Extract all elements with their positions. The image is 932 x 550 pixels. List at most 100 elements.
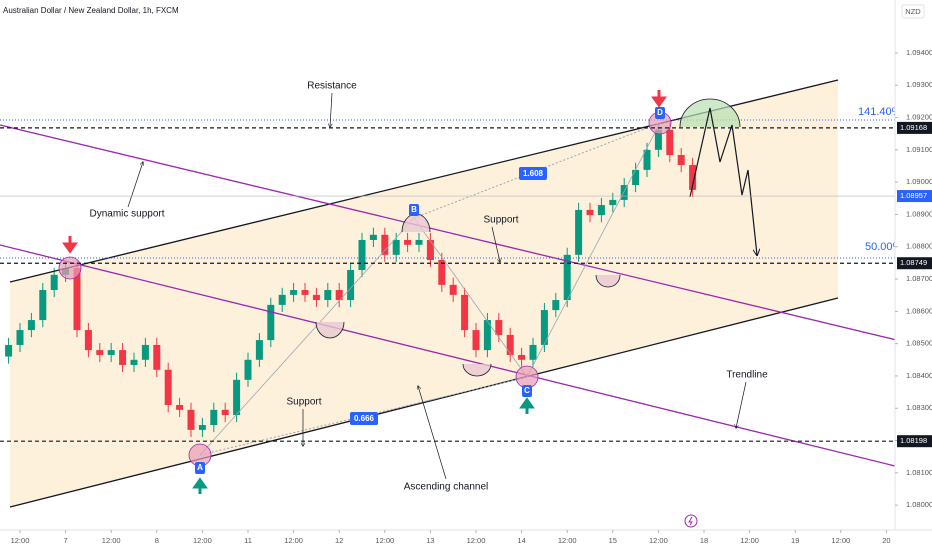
candle-body [164,369,172,406]
x-tick-label: 12:00 [740,536,759,545]
candle-body [472,330,480,351]
candle-body [347,270,355,301]
candle-body [39,290,47,321]
point-label: B [411,205,417,214]
y-tick-label: 1.09100 [906,145,932,154]
y-tick-label: 1.08400 [906,371,932,380]
x-tick-label: 12:00 [558,536,577,545]
candle-body [107,350,115,355]
y-tick-label: 1.09400 [906,48,932,57]
price-axis [895,0,932,550]
candle-body [27,320,35,331]
candle-body [381,234,389,255]
candle-body [267,304,275,341]
candle-body [586,209,594,216]
current-price-badge [897,190,932,203]
candle-body [244,359,252,380]
x-tick-label: 8 [155,536,159,545]
x-tick-label: 7 [64,536,68,545]
pivot [515,365,539,389]
candle-body [689,165,697,190]
sell-arrow [62,236,78,254]
point-badge [195,462,205,474]
candle-body [290,290,298,295]
candle-body [609,199,617,206]
callout [736,381,747,428]
y-tick-label: 1.08100 [906,468,932,477]
x-tick-label: 13 [426,536,434,545]
trendline-upper [0,124,931,349]
point-badge [655,107,665,119]
callout [127,162,143,208]
candle-body [449,284,457,295]
annotation: Support [286,397,321,408]
fib-badge [350,412,378,425]
x-tick-label: 12:00 [102,536,121,545]
fib-label: 0.666 [354,414,375,423]
candle-body [221,409,229,416]
sell-arrow [651,90,667,108]
annotation: Resistance [307,81,357,92]
projection-arc [679,98,741,128]
candle-body [50,274,58,291]
candle-body [518,354,526,360]
candle-body [324,290,332,301]
point-badge [409,204,419,216]
y-tick-label: 1.08900 [906,209,932,218]
x-tick-label: 19 [791,536,799,545]
callout [418,386,447,480]
x-tick-label: 12 [335,536,343,545]
y-tick-label: 1.08300 [906,403,932,412]
level-badge [897,435,932,448]
candle-body [506,334,514,355]
arc [462,363,492,377]
candle-body [141,344,149,360]
y-tick-label: 1.08000 [906,500,932,509]
level-label: 1.08749 [900,258,927,267]
candle-body [358,239,366,271]
fib-label: 1.608 [523,169,544,178]
x-tick-label: 12:00 [375,536,394,545]
candle-body [552,300,560,311]
candle-body [312,294,320,301]
callouts [127,92,747,480]
pivots [58,111,672,467]
signal-arrows [62,90,667,494]
callout [330,92,333,127]
candle-body [187,409,195,430]
point-label: C [524,386,530,395]
candle-body [426,239,434,260]
candle-body [461,294,469,331]
x-tick-label: 12:00 [193,536,212,545]
candle-body [575,209,583,255]
level-label: 1.09168 [900,123,927,132]
candle-body [620,185,628,200]
candle-body [632,169,640,186]
candle-body [335,290,343,301]
y-tick-label: 1.09000 [906,177,932,186]
candle-body [677,155,685,166]
y-tick-label: 1.08600 [906,306,932,315]
candle-body [483,320,491,351]
candle-body [597,205,605,216]
pivot [58,256,82,280]
event-icon [684,514,698,528]
point-label: D [657,108,663,117]
x-tick-label: 12:00 [11,536,30,545]
y-tick-label: 1.09300 [906,80,932,89]
y-tick-label: 1.09200 [906,113,932,122]
event-icon-bolt [688,516,693,526]
candle-body [540,310,548,345]
candle-body [278,294,286,305]
x-tick-label: 12:00 [467,536,486,545]
chart-title: Australian Dollar / New Zealand Dollar, … [3,6,179,15]
zigzag [199,122,661,456]
buy-arrow [192,477,208,494]
x-tick-label: 15 [609,536,617,545]
candle-body [176,405,184,410]
channel-lower [9,297,839,508]
y-tick-label: 1.08700 [906,274,932,283]
candle-body [654,129,662,150]
x-tick-label: 12:00 [831,536,850,545]
candle-body [153,344,161,370]
